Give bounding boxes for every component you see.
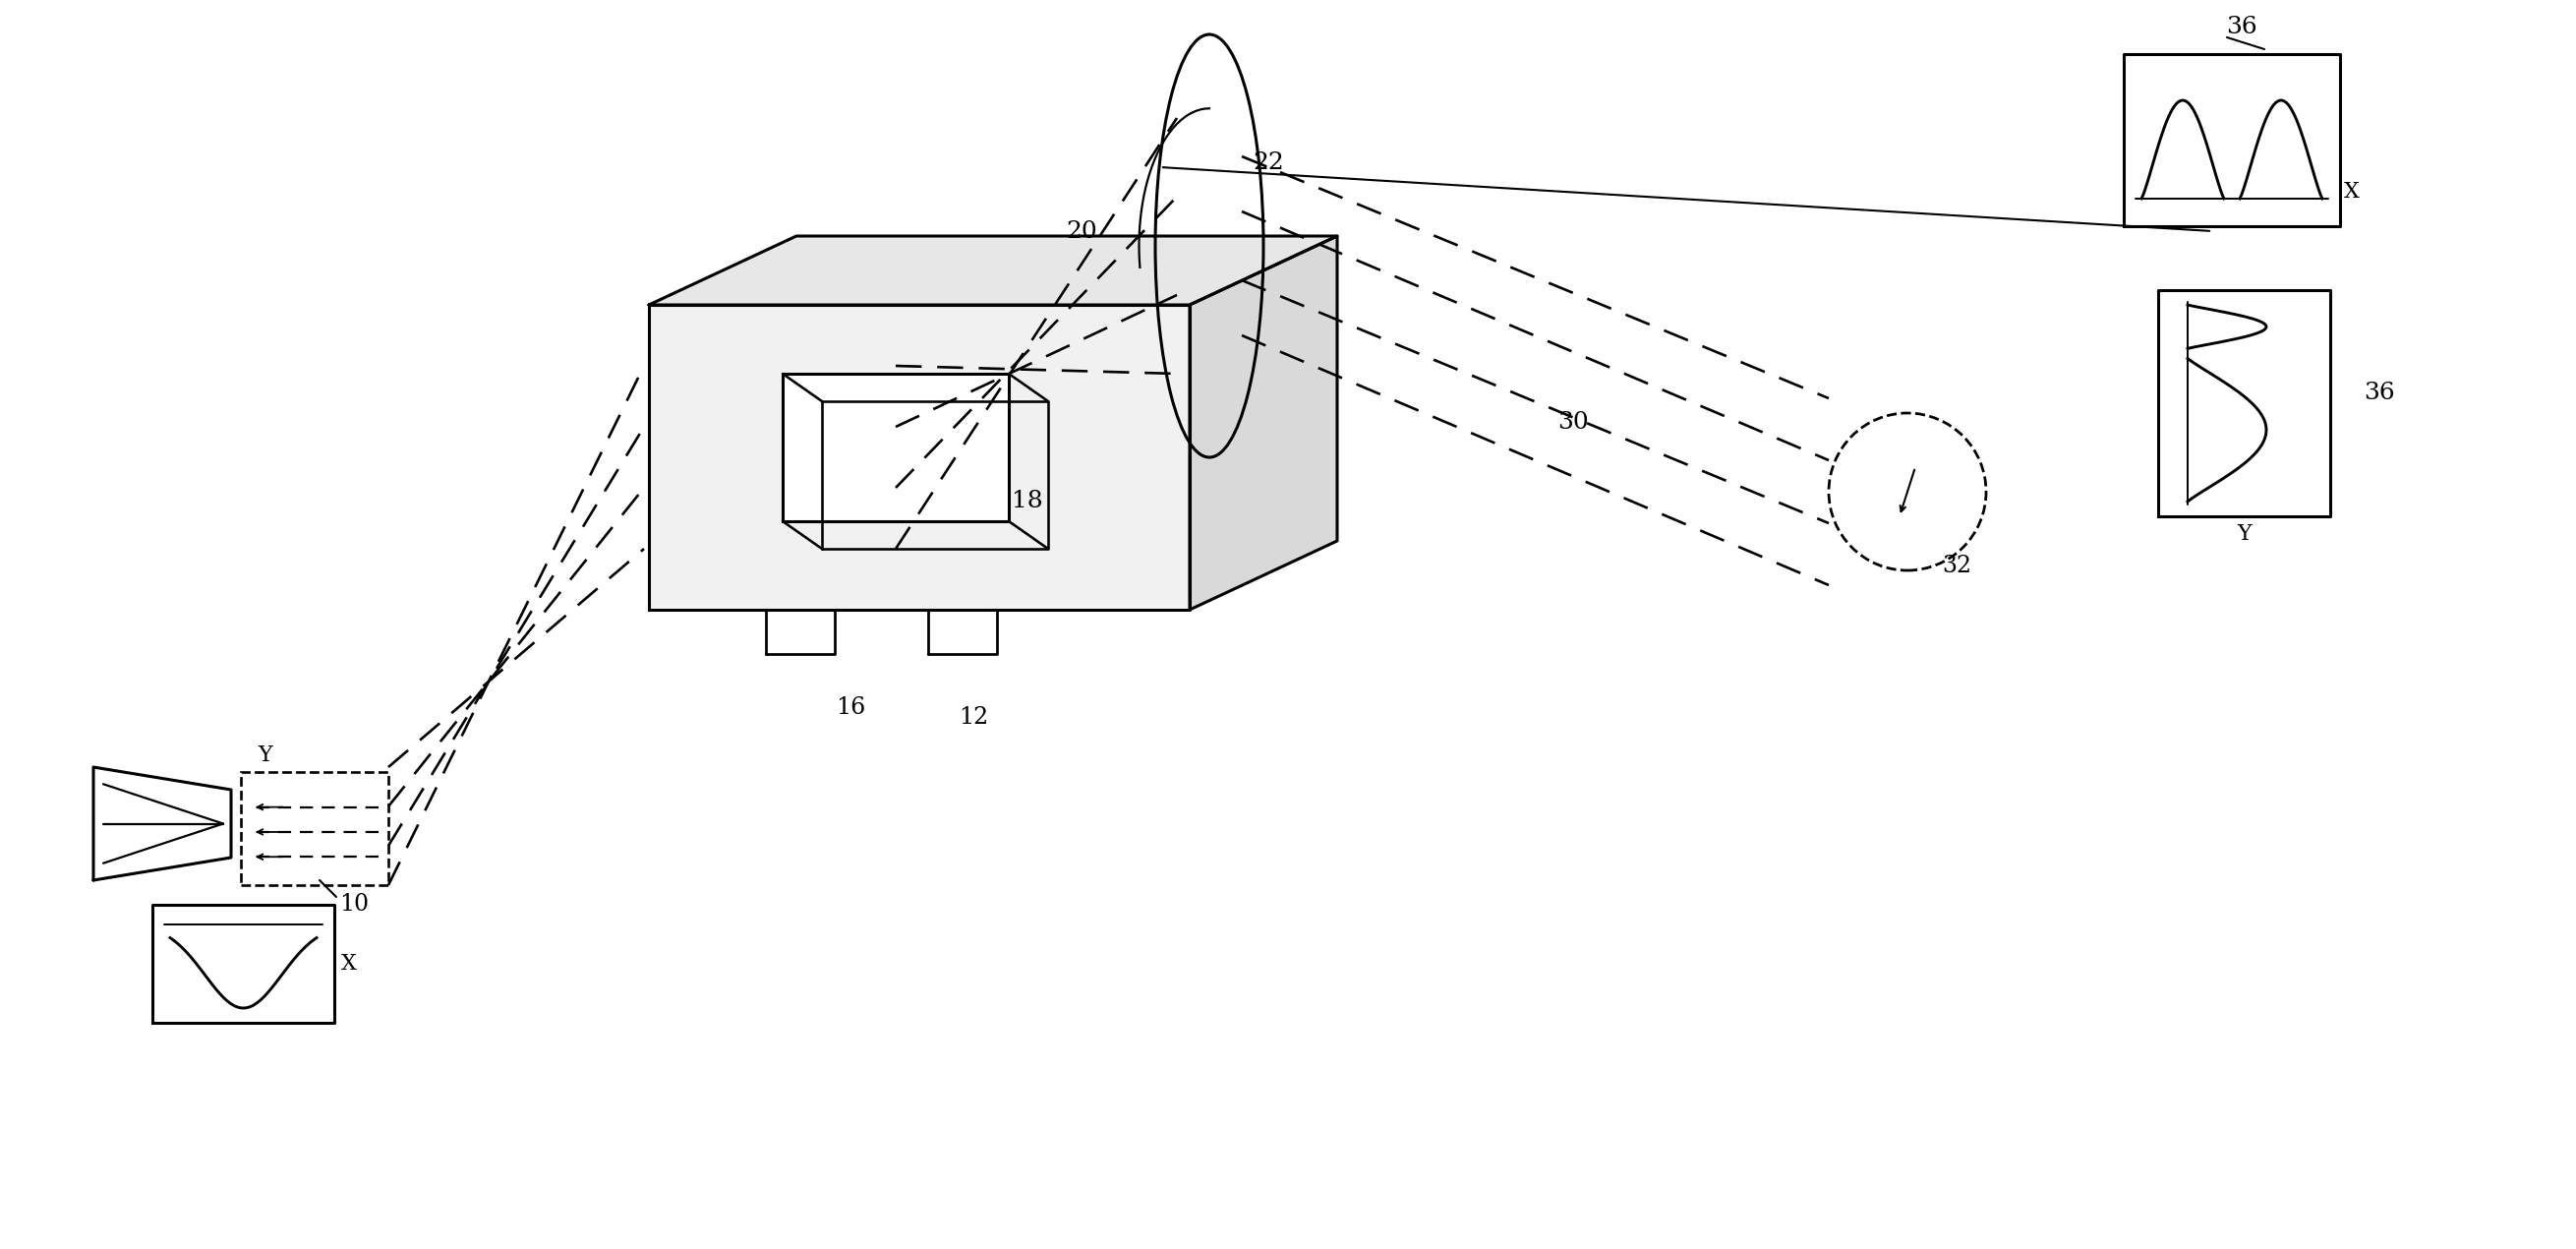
Text: 12: 12 xyxy=(958,707,989,729)
Text: 36: 36 xyxy=(2226,16,2257,39)
Text: 10: 10 xyxy=(340,893,368,916)
Polygon shape xyxy=(152,904,335,1023)
Polygon shape xyxy=(927,610,997,654)
Text: 36: 36 xyxy=(2365,382,2396,405)
Text: X: X xyxy=(340,953,358,974)
Polygon shape xyxy=(765,610,835,654)
Polygon shape xyxy=(649,236,1337,305)
Text: 32: 32 xyxy=(1942,555,1971,577)
Polygon shape xyxy=(649,305,1190,610)
Polygon shape xyxy=(1190,236,1337,610)
Text: 20: 20 xyxy=(1066,220,1097,242)
Text: 16: 16 xyxy=(835,697,866,719)
Polygon shape xyxy=(783,373,1010,521)
Text: X: X xyxy=(2344,181,2360,202)
Text: Y: Y xyxy=(2239,523,2251,545)
Text: Y: Y xyxy=(258,744,273,766)
Text: 30: 30 xyxy=(1558,412,1589,435)
Polygon shape xyxy=(2159,290,2331,516)
Polygon shape xyxy=(93,767,232,881)
Text: 22: 22 xyxy=(1252,151,1283,174)
Bar xyxy=(242,772,389,886)
Text: 18: 18 xyxy=(1012,491,1043,513)
Polygon shape xyxy=(2123,54,2339,226)
